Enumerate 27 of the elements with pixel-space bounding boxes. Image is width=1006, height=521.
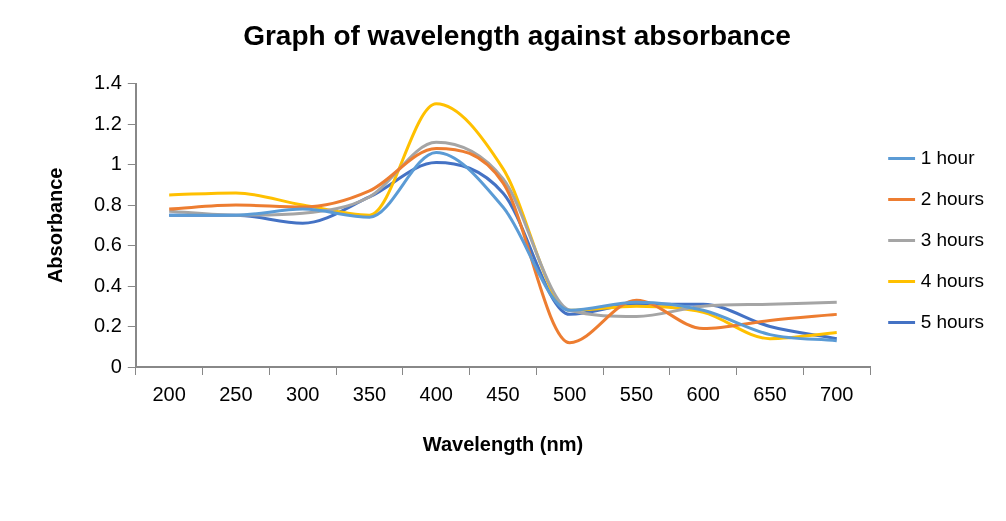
chart-title: Graph of wavelength against absorbance <box>243 19 791 51</box>
y-tick-label: 0.2 <box>93 314 122 337</box>
y-tick-label: 1.4 <box>93 71 122 94</box>
y-axis-title: Absorbance <box>43 167 66 284</box>
y-tick-label: 0.8 <box>93 192 122 215</box>
y-tick-label: 0 <box>110 354 122 377</box>
x-tick-label: 700 <box>820 382 854 405</box>
x-tick-label: 300 <box>286 382 320 405</box>
x-tick-label: 250 <box>219 382 253 405</box>
x-tick-label: 400 <box>419 382 453 405</box>
y-tick-label: 1.2 <box>93 111 122 134</box>
x-axis-title: Wavelength (nm) <box>422 432 584 455</box>
x-tick-label: 600 <box>686 382 720 405</box>
x-tick-label: 200 <box>152 382 186 405</box>
x-tick-label: 650 <box>753 382 787 405</box>
legend-label: 2 hours <box>920 187 984 209</box>
legend-label: 1 hour <box>920 146 976 168</box>
x-tick-label: 450 <box>486 382 520 405</box>
legend-label: 5 hours <box>920 310 984 332</box>
x-tick-label: 550 <box>619 382 654 405</box>
x-tick-label: 350 <box>352 382 387 405</box>
y-tick-label: 1 <box>110 152 122 175</box>
legend-label: 3 hours <box>920 228 984 250</box>
y-tick-label: 0.6 <box>93 233 122 256</box>
legend-label: 4 hours <box>920 269 984 291</box>
y-tick-label: 0.4 <box>93 273 122 296</box>
x-tick-label: 500 <box>553 382 587 405</box>
